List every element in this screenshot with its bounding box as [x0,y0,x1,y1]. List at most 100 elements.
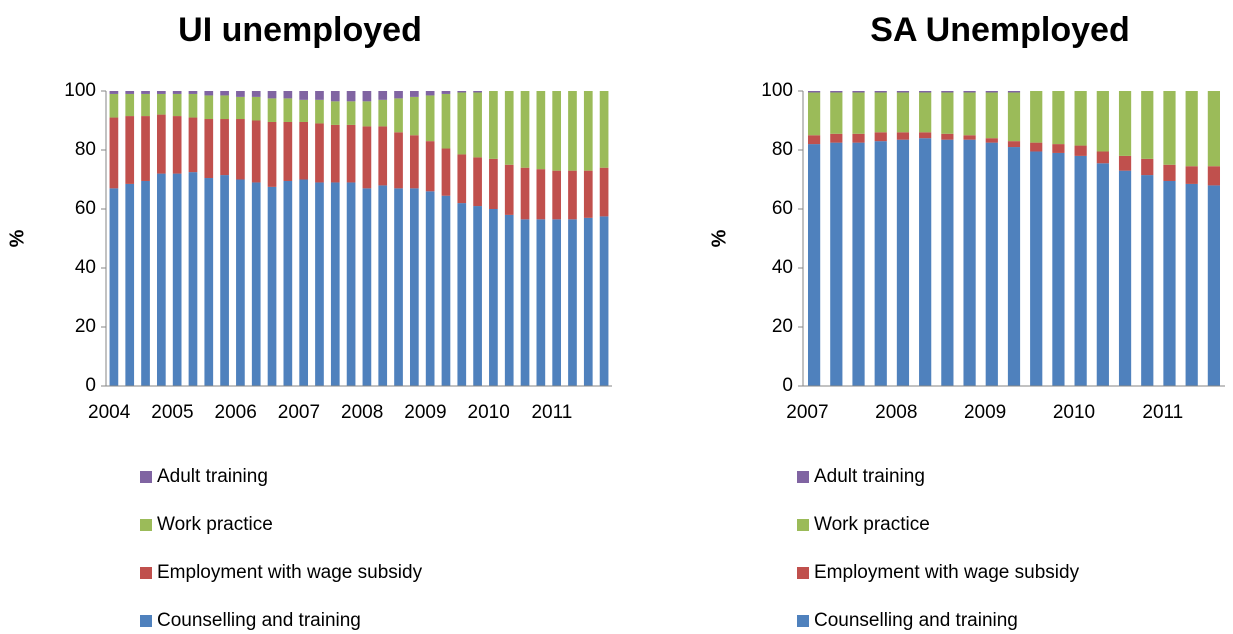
legend-swatch [797,615,809,627]
bar-segment [583,91,593,171]
y-tick-label: 60 [75,198,96,219]
bar-segment [599,216,609,386]
bar-segment [896,92,910,133]
bar-segment [504,214,514,386]
bar-segment [204,178,214,386]
bar-segment [552,219,562,386]
bar-segment [941,91,954,93]
x-tick-label: 2008 [875,402,917,423]
legend-label: Work practice [814,514,930,535]
bar-segment [896,139,910,386]
bar-segment [457,203,467,386]
bar-segment [919,138,932,386]
legend-swatch [140,519,152,531]
bar-segment [1052,91,1065,145]
x-tick-label: 2005 [151,402,193,423]
bar-segment [378,91,388,100]
bar-segment [1096,151,1109,164]
bar-segment [599,167,609,217]
bar-segment [1185,183,1198,386]
bar-segment [941,92,954,134]
bar-segment [109,117,119,189]
legend-label: Employment with wage subsidy [157,562,423,583]
bar-segment [536,169,546,220]
bar-segment [941,133,954,140]
y-tick-label: 0 [782,375,793,396]
bar-segment [852,133,865,143]
legend-swatch [797,519,809,531]
chart-title: SA Unemployed [870,11,1129,49]
bar-segment [963,135,976,140]
bar-segment [552,91,562,171]
bar-segment [1185,91,1198,167]
bar-segment [1207,91,1221,167]
x-tick-label: 2009 [404,402,446,423]
y-tick-label: 0 [85,375,96,396]
bar-segment [807,144,821,386]
bar-segment [536,219,546,386]
bar-segment [1074,155,1087,386]
bar-segment [141,93,150,117]
bar-segment [1141,158,1154,176]
bar-segment [1030,91,1043,143]
bar-segment [1052,144,1065,153]
x-tick-label: 2009 [964,402,1006,423]
bar-segment [852,92,865,134]
bar-segment [489,158,498,209]
bar-segment [552,170,562,220]
bar-segment [568,219,577,386]
bar-segment [315,123,324,183]
bar-segment [1207,185,1221,386]
bar-segment [425,91,435,96]
bar-segment [852,91,865,93]
bar-segment [109,91,119,94]
bar-segment [141,91,150,94]
bar-segment [141,116,150,181]
bar-segment [330,124,340,183]
bar-segment [896,91,910,93]
bar-segment [473,206,482,386]
bar-segment [1007,147,1021,386]
y-tick-label: 40 [772,257,793,278]
bar-segment [220,119,229,176]
bar-segment [457,154,467,204]
bar-segment [425,95,435,142]
bar-segment [125,93,135,117]
bar-segment [251,91,261,97]
bar-segment [520,91,530,168]
bar-segment [346,182,356,386]
legend-swatch [797,471,809,483]
bar-segment [874,92,887,133]
bar-segment [1207,166,1221,186]
bar-segment [520,167,530,220]
bar-segment [1074,145,1087,156]
bar-segment [441,91,451,94]
x-tick-label: 2008 [341,402,383,423]
bar-segment [204,91,214,96]
x-tick-label: 2006 [215,402,257,423]
legend-swatch [140,471,152,483]
bar-segment [1007,141,1021,148]
bar-segment [852,142,865,386]
bar-segment [1163,180,1176,386]
y-tick-label: 80 [772,139,793,160]
bar-segment [315,91,324,100]
bar-segment [473,91,482,93]
bar-segment [315,182,324,386]
x-tick-label: 2007 [278,402,320,423]
bar-segment [425,191,435,386]
bar-segment [125,183,135,386]
bar-segment [583,170,593,218]
bar-segment [283,91,293,99]
bar-segment [409,91,419,97]
bar-segment [1185,166,1198,184]
bar-segment [1118,155,1132,171]
bar-segment [394,188,403,386]
bar-segment [109,188,119,386]
bar-segment [919,91,932,93]
x-tick-label: 2007 [786,402,828,423]
bar-segment [830,91,843,93]
bar-segment [1052,152,1065,386]
bar-segment [346,91,356,102]
